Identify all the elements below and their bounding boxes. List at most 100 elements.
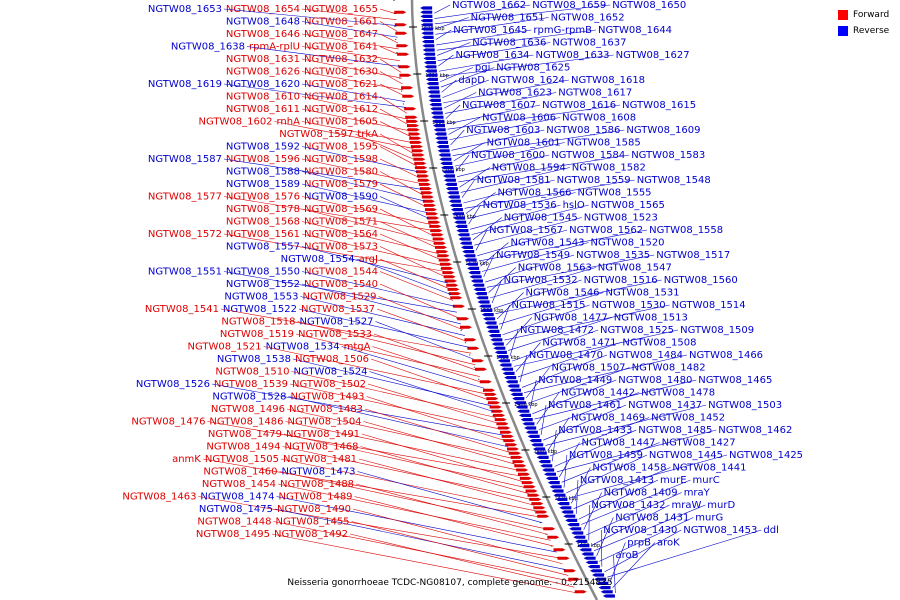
forward-gene-glyph <box>405 115 418 119</box>
left-gene-label: NGTW08_1491 <box>286 429 360 440</box>
reverse-gene-glyph <box>544 472 557 476</box>
right-gene-label: NGTW08_1508 <box>622 338 696 349</box>
left-leader-line <box>301 33 399 50</box>
reverse-gene-glyph <box>458 237 471 241</box>
left-leader-line <box>276 496 557 553</box>
reverse-gene-glyph <box>565 518 578 522</box>
forward-gene-glyph <box>406 119 419 123</box>
right-leader-line <box>436 29 532 46</box>
right-gene-label: NGTW08_1413 <box>580 475 654 486</box>
left-leader-line <box>379 8 397 15</box>
right-gene-label: NGTW08_1623 <box>478 88 552 99</box>
reverse-gene-glyph <box>429 103 442 107</box>
reverse-gene-glyph <box>553 493 566 497</box>
left-leader-line <box>378 296 463 331</box>
left-leader-line <box>379 221 438 249</box>
right-leader-line <box>441 79 457 93</box>
left-leader-line <box>358 458 535 506</box>
right-leader-line <box>449 117 561 141</box>
reverse-gene-glyph <box>569 527 582 531</box>
backbone-tick-label: 1460 kbp <box>514 402 538 408</box>
reverse-gene-glyph <box>507 384 520 388</box>
left-leader-line <box>361 433 524 483</box>
forward-gene-glyph <box>423 203 436 207</box>
right-gene-label: murE <box>660 475 687 486</box>
left-leader-line <box>286 408 514 459</box>
forward-gene-glyph <box>471 359 484 363</box>
right-leader-line <box>519 354 528 383</box>
left-gene-label: NGTW08_1518 <box>221 317 295 328</box>
left-leader-line <box>223 233 445 272</box>
forward-gene-glyph <box>514 464 527 468</box>
right-leader-line <box>517 342 621 378</box>
right-gene-label: NGTW08_1560 <box>664 275 738 286</box>
forward-gene-glyph <box>424 208 437 212</box>
reverse-gene-glyph <box>470 279 483 283</box>
reverse-gene-glyph <box>524 426 537 430</box>
left-gene-label: NGTW08_1619 <box>148 79 222 90</box>
left-leader-line <box>223 271 457 313</box>
reverse-gene-glyph <box>435 136 448 140</box>
left-gene-label: NGTW08_1505 <box>205 454 279 465</box>
right-leader-line <box>452 129 625 156</box>
left-leader-line <box>379 208 435 237</box>
reverse-gene-glyph <box>420 10 433 14</box>
reverse-gene-glyph <box>467 266 480 270</box>
reverse-gene-glyph <box>444 182 457 186</box>
right-gene-label: aroK <box>657 538 680 549</box>
right-leader-line <box>467 192 576 220</box>
left-leader-line <box>379 158 420 178</box>
right-leader-line <box>472 217 502 241</box>
right-gene-label: NGTW08_1452 <box>651 413 725 424</box>
reverse-gene-glyph <box>513 401 526 405</box>
forward-gene-glyph <box>406 124 419 128</box>
legend-forward: Forward <box>838 7 898 23</box>
left-gene-label: rnhA <box>277 117 301 128</box>
right-gene-label: NGTW08_1507 <box>552 363 626 374</box>
left-leader-line <box>292 358 492 407</box>
left-leader-line <box>282 446 532 500</box>
right-gene-label: NGTW08_1644 <box>598 25 672 36</box>
right-gene-label: NGTW08_1600 <box>471 150 545 161</box>
right-gene-label: prpB <box>627 538 651 549</box>
right-gene-label: NGTW08_1442 <box>561 388 635 399</box>
left-gene-label: NGTW08_1568 <box>226 217 300 228</box>
right-leader-line <box>474 217 582 246</box>
right-gene-label: NGTW08_1525 <box>600 325 674 336</box>
right-leader-line <box>480 242 509 267</box>
reverse-gene-glyph <box>432 124 445 128</box>
right-gene-label: NGTW08_1549 <box>496 250 570 261</box>
left-gene-label: NGTW08_1539 <box>214 379 288 390</box>
reverse-gene-glyph <box>423 52 436 56</box>
left-gene-label: NGTW08_1502 <box>292 379 366 390</box>
left-leader-line <box>288 396 509 448</box>
reverse-gene-glyph <box>436 145 449 149</box>
forward-gene-glyph <box>442 271 455 275</box>
reverse-gene-glyph <box>551 489 564 493</box>
forward-gene-glyph <box>512 460 525 464</box>
left-gene-label: NGTW08_1474 <box>200 492 274 503</box>
right-leader-line <box>596 517 614 557</box>
right-leader-line <box>504 304 670 341</box>
forward-gene-glyph <box>420 191 433 195</box>
left-leader-line <box>301 46 400 61</box>
reverse-gene-glyph <box>488 334 501 338</box>
reverse-gene-glyph <box>447 195 460 199</box>
reverse-gene-glyph <box>449 203 462 207</box>
right-leader-line <box>545 404 707 446</box>
reverse-gene-glyph <box>505 380 518 384</box>
forward-gene-glyph <box>519 476 532 480</box>
left-leader-line <box>379 58 402 73</box>
right-gene-label: NGTW08_1627 <box>616 50 690 61</box>
left-leader-line <box>301 283 461 325</box>
right-leader-line <box>523 354 688 394</box>
right-leader-line <box>593 504 706 552</box>
backbone-line <box>410 0 599 600</box>
reverse-gene-glyph <box>517 409 530 413</box>
right-gene-label: NGTW08_1449 <box>538 375 612 386</box>
right-gene-label: NGTW08_1645 <box>453 25 527 36</box>
forward-gene-glyph <box>489 405 502 409</box>
reverse-gene-glyph <box>484 321 497 325</box>
right-gene-label: NGTW08_1637 <box>552 38 626 49</box>
right-gene-label: NGTW08_1567 <box>489 225 563 236</box>
